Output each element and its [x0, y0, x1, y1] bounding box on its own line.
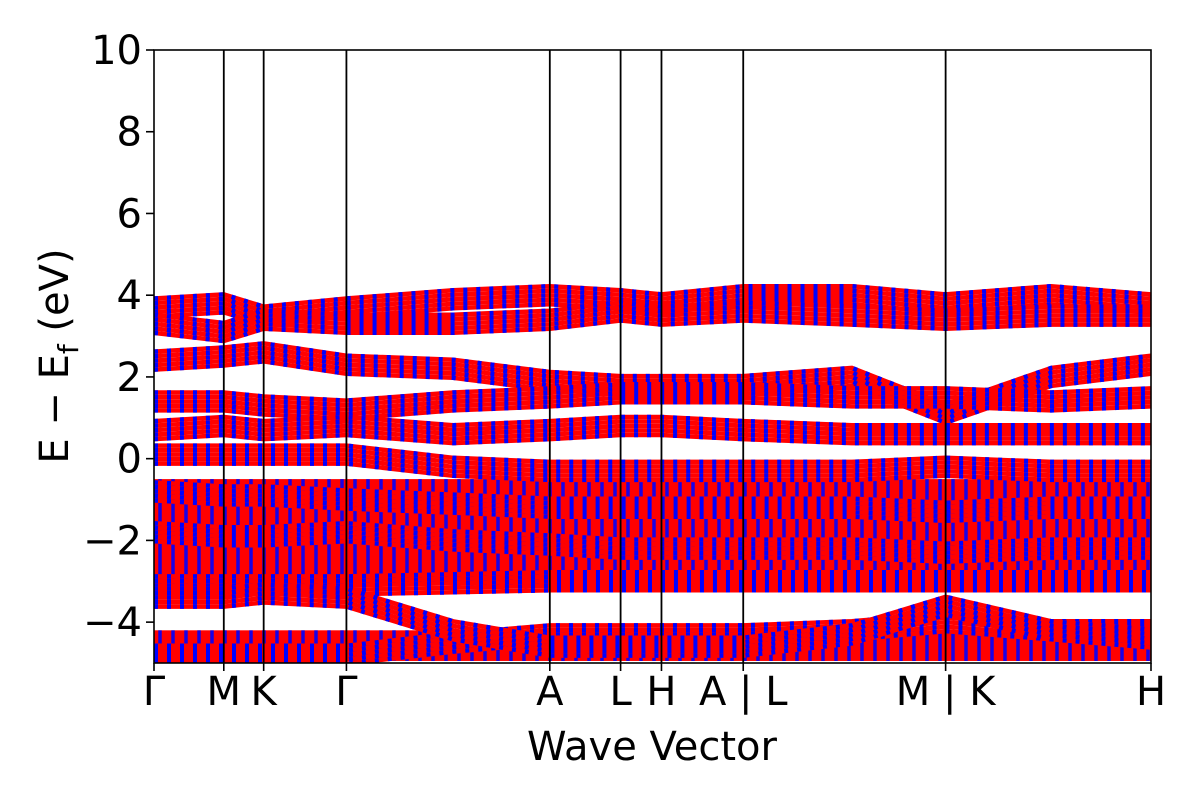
x-axis-title: Wave Vector — [527, 724, 778, 770]
x-tick-label: A — [536, 669, 564, 715]
kpath-lines — [222, 50, 947, 663]
x-tick-label: M | K — [896, 669, 997, 715]
y-axis: −4 −2 0 2 4 6 8 10 — [83, 28, 154, 646]
y-tick-label: 4 — [117, 273, 142, 319]
x-tick-label: H — [646, 669, 676, 715]
y-axis-title-sub: f — [52, 343, 85, 354]
x-tick-label: L — [609, 669, 632, 715]
y-tick-label: −2 — [83, 518, 142, 564]
x-tick-label: A | L — [699, 669, 788, 715]
y-tick-label: −4 — [83, 600, 142, 646]
x-tick-label: Γ — [143, 669, 166, 715]
y-tick-label: 6 — [117, 191, 142, 237]
x-tick-label: H — [1136, 669, 1166, 715]
y-tick-label: 2 — [117, 355, 142, 401]
plot-area — [154, 283, 1151, 663]
x-tick-label: Γ — [335, 669, 358, 715]
y-tick-label: 8 — [117, 110, 142, 156]
x-tick-label: M — [207, 669, 242, 715]
y-axis-title: E − Ef (eV) — [32, 248, 85, 463]
y-tick-label: 10 — [91, 28, 142, 74]
x-tick-label: K — [251, 669, 279, 715]
y-tick-label: 0 — [117, 437, 142, 483]
plot-frame — [153, 49, 1152, 664]
y-axis-title-unit: (eV) — [32, 248, 78, 344]
y-axis-title-main: E − E — [32, 354, 78, 464]
